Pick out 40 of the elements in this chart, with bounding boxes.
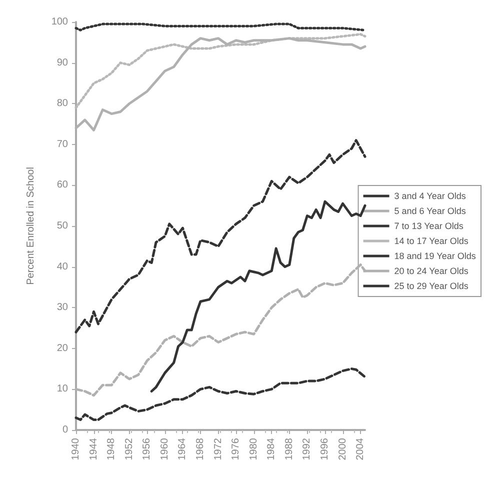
y-tick-label: 90 (56, 57, 68, 68)
line-series (150, 200, 366, 392)
legend-label: 25 to 29 Year Olds (394, 281, 469, 291)
x-tick-label: 1972 (212, 438, 224, 460)
x-tick-label: 1960 (159, 438, 170, 460)
y-tick-label: 0 (62, 424, 68, 436)
x-tick-label: 1964 (177, 438, 188, 460)
y-tick-label: 80 (56, 98, 68, 110)
x-tick-label: 1988 (284, 438, 295, 460)
x-tick-label: 1980 (248, 438, 260, 460)
legend-label: 18 and 19 Year Olds (394, 251, 476, 261)
legend-label: 7 to 13 Year Olds (394, 221, 464, 231)
x-tick-label: 1992 (302, 438, 313, 460)
legend-label: 5 and 6 Year Olds (394, 206, 466, 216)
legend-label: 20 to 24 Year Olds (394, 266, 469, 276)
legend-label: 3 and 4 Year Olds (394, 191, 466, 201)
x-tick-label: 1984 (266, 438, 278, 460)
line-series (74, 139, 366, 334)
x-tick-label: 1968 (194, 438, 206, 460)
legend-label: 14 to 17 Year Olds (394, 236, 469, 246)
x-tick-label: 1940 (70, 438, 82, 460)
y-tick-label: 60 (56, 180, 68, 191)
y-tick-label: 50 (56, 220, 68, 232)
y-tick-label: 10 (56, 384, 68, 395)
x-tick-label: 1948 (106, 438, 118, 460)
line-series (74, 22, 366, 32)
y-tick-label: 100 (51, 16, 68, 28)
x-tick-label: 2000 (337, 438, 348, 460)
x-tick-label: 1944 (88, 438, 100, 460)
y-tick-label: 70 (56, 138, 68, 150)
x-tick-label: 1952 (124, 438, 135, 460)
x-tick-label: 2004 (355, 438, 366, 460)
x-tick-label: 1976 (230, 438, 242, 460)
x-tick-label: 1956 (142, 438, 153, 460)
y-axis-title: Percent Enrolled in School (26, 167, 36, 285)
x-tick-label: 1996 (319, 438, 330, 460)
y-tick-label: 30 (56, 302, 68, 314)
line-series (74, 368, 366, 422)
y-tick-label: 40 (56, 261, 68, 272)
y-tick-label: 20 (56, 342, 68, 354)
